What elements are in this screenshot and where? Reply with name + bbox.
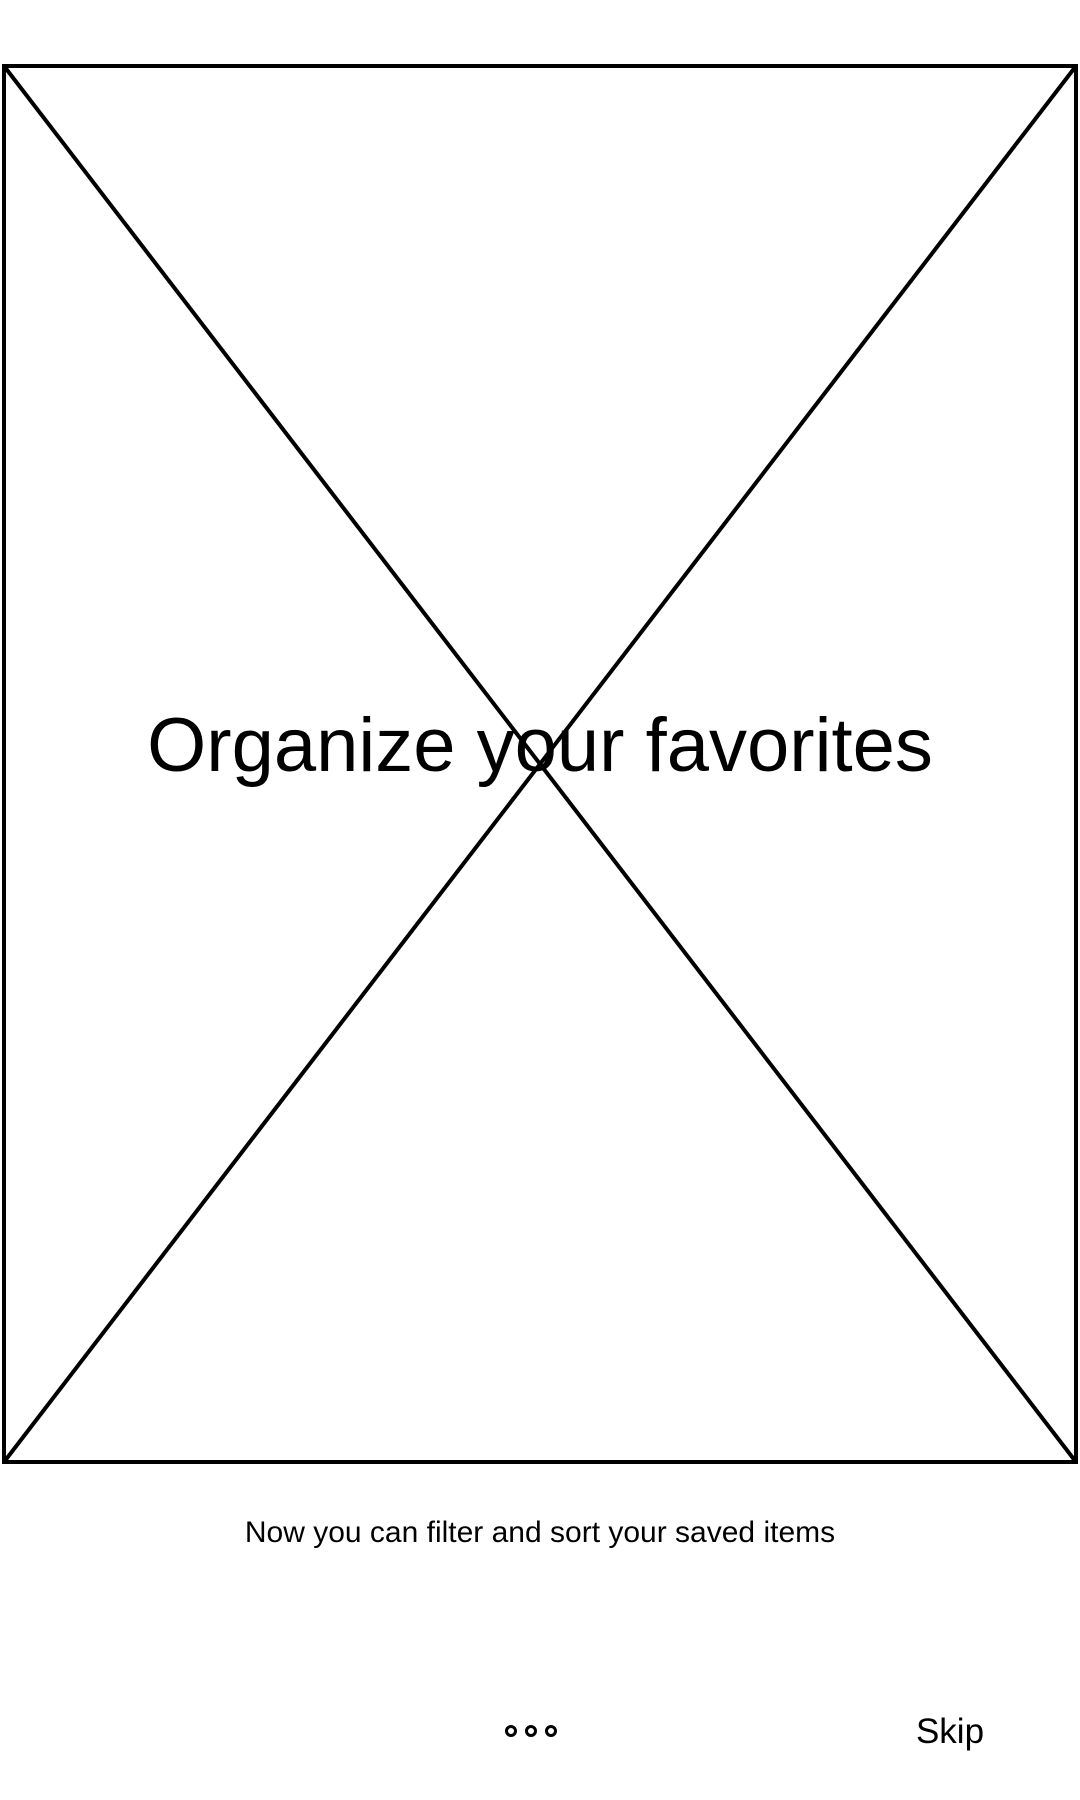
onboarding-title: Organize your favorites [147,703,933,788]
image-placeholder-icon [2,64,1078,1464]
page-indicator-dot [525,1725,537,1737]
placeholder-diagonal-b [2,64,1078,1464]
onboarding-hero-image: Organize your favorites [2,64,1078,1464]
page-indicator-dot [545,1725,557,1737]
page-indicator [505,1725,557,1737]
placeholder-frame [2,64,1078,1464]
page-indicator-dot [505,1725,517,1737]
skip-button[interactable]: Skip [898,1708,1002,1756]
onboarding-subtitle: Now you can filter and sort your saved i… [244,1516,836,1549]
